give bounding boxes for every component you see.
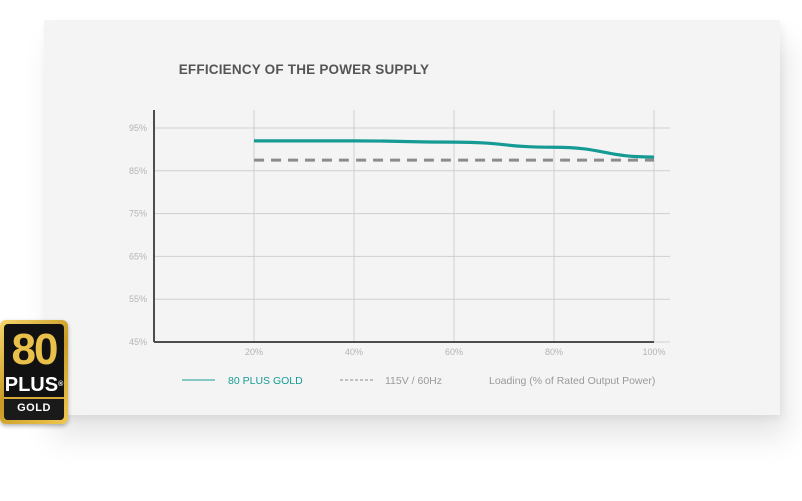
chart-card [44,20,780,415]
x-tick-label: 40% [345,347,363,357]
legend-label-0: 80 PLUS GOLD [228,375,303,387]
series-line-0 [254,139,655,159]
series-lines [253,139,655,162]
y-tick-label: 85% [129,166,147,176]
badge-plus-text: PLUS® [4,374,64,396]
badge-number: 80 [11,325,59,374]
x-tick-labels: 20% 40% 60% 80% 100% [245,347,666,357]
axes [153,110,654,343]
y-tick-labels: 45% 55% 65% 75% 85% 95% [129,123,147,347]
y-tick-label: 95% [129,123,147,133]
chart-title: EFFICIENCY OF THE POWER SUPPLY [178,62,430,77]
badge-grade: GOLD [17,402,51,414]
x-tick-label: 60% [445,347,463,357]
x-tick-label: 20% [245,347,263,357]
y-tick-label: 75% [129,209,147,219]
y-tick-label: 55% [129,294,147,304]
80-plus-gold-badge: 80 PLUS® GOLD [0,320,68,424]
badge-grade-band: GOLD [4,397,64,420]
legend-label-1: 115V / 60Hz [385,375,442,387]
y-tick-label: 45% [129,337,147,347]
badge-registered-mark: ® [58,381,64,388]
badge-plus-word: PLUS [4,374,59,396]
x-tick-label: 80% [545,347,563,357]
grid [154,110,670,343]
y-tick-label: 65% [129,251,147,261]
x-axis-label: Loading (% of Rated Output Power) [489,375,655,387]
legend: 80 PLUS GOLD 115V / 60Hz Loading (% of Rat… [182,375,655,387]
x-tick-label: 100% [642,347,665,357]
